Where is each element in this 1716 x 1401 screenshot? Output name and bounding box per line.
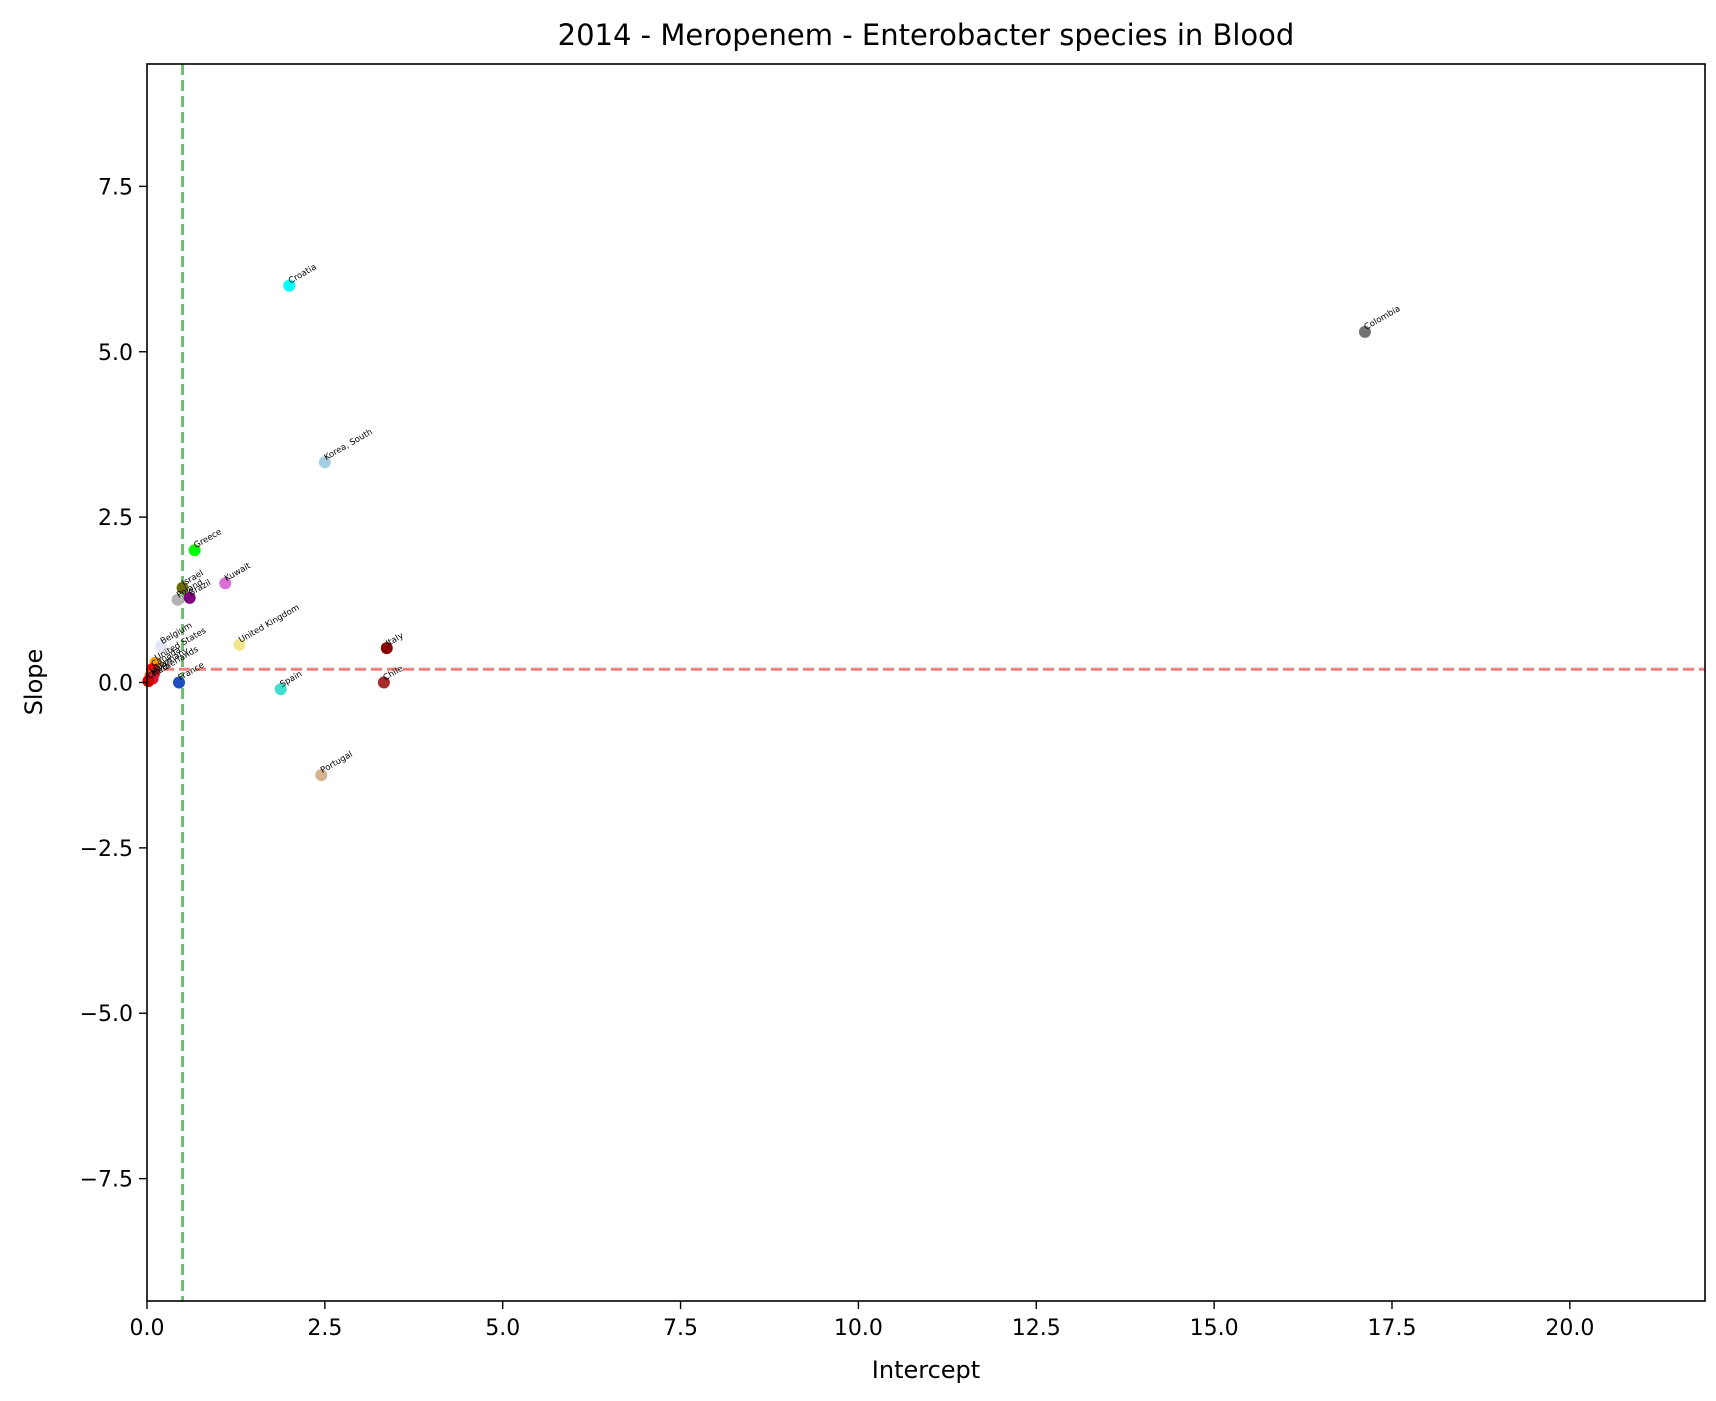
point-china	[142, 675, 155, 688]
y-tick-label: −5.0	[80, 1002, 133, 1027]
point-poland	[171, 593, 184, 606]
y-axis-ticks: −7.5 −5.0 −2.5 0.0 2.5 5.0 7.5	[80, 175, 147, 1193]
point-chile	[377, 676, 390, 689]
x-tick-label: 12.5	[1012, 1316, 1061, 1341]
chart-title: 2014 - Meropenem - Enterobacter species …	[558, 18, 1295, 52]
point-portugal	[315, 769, 328, 782]
x-axis-label: Intercept	[872, 1356, 980, 1384]
point-spain	[274, 683, 287, 696]
point-greece	[188, 544, 201, 557]
point-kuwait	[219, 577, 232, 590]
point-united-kingdom	[233, 638, 246, 651]
point-france	[173, 676, 186, 689]
x-tick-label: 0.0	[130, 1316, 165, 1341]
x-tick-label: 20.0	[1545, 1316, 1594, 1341]
x-axis-ticks: 0.0 2.5 5.0 7.5 10.0 12.5 15.0 17.5 20.0	[130, 1301, 1594, 1341]
data-points	[142, 279, 1371, 782]
point-israel	[176, 581, 189, 594]
point-belgium	[155, 640, 168, 653]
y-tick-label: −7.5	[80, 1168, 133, 1193]
point-korea-south	[318, 456, 331, 469]
x-tick-label: 5.0	[485, 1316, 520, 1341]
point-croatia	[283, 279, 296, 292]
x-tick-label: 17.5	[1367, 1316, 1416, 1341]
y-tick-label: 5.0	[98, 341, 133, 366]
y-tick-label: 2.5	[98, 506, 133, 531]
point-colombia	[1358, 325, 1371, 338]
plot-area	[147, 64, 1705, 1301]
y-axis-label: Slope	[20, 649, 48, 716]
x-tick-label: 2.5	[307, 1316, 342, 1341]
y-tick-label: 0.0	[98, 672, 133, 697]
x-tick-label: 7.5	[663, 1316, 698, 1341]
y-tick-label: 7.5	[98, 175, 133, 200]
x-tick-label: 15.0	[1190, 1316, 1239, 1341]
x-tick-label: 10.0	[834, 1316, 883, 1341]
point-brazil	[183, 591, 196, 604]
y-tick-label: −2.5	[80, 837, 133, 862]
point-italy	[380, 642, 393, 655]
